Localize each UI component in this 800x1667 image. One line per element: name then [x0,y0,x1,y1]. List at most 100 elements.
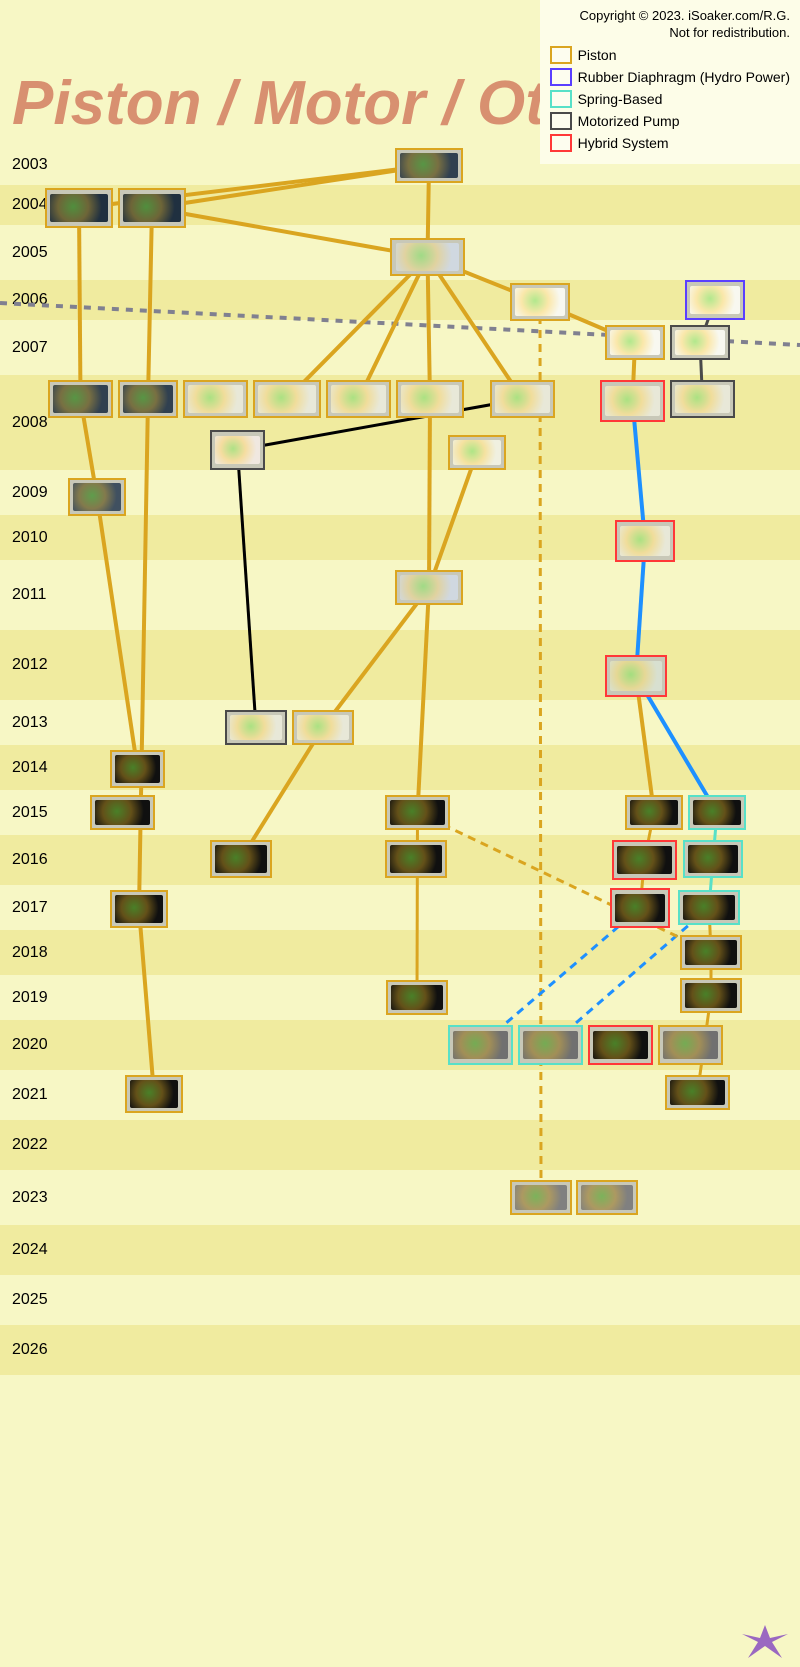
product-node[interactable] [605,655,667,697]
product-node[interactable] [292,710,354,745]
product-node[interactable] [118,380,178,418]
year-label: 2017 [12,899,48,917]
legend-label: Rubber Diaphragm (Hydro Power) [578,69,790,85]
legend-panel: Copyright © 2023. iSoaker.com/R.G. Not f… [540,0,800,164]
product-node[interactable] [615,520,675,562]
product-node[interactable] [605,325,665,360]
product-thumb [95,800,150,825]
year-label: 2011 [12,586,46,604]
product-node[interactable] [386,980,448,1015]
product-thumb [230,715,282,740]
product-thumb [73,483,122,510]
product-node[interactable] [385,840,447,878]
year-row: 2012 [0,630,800,700]
product-node[interactable] [110,890,168,928]
year-label: 2012 [12,656,48,674]
product-node[interactable] [612,840,677,880]
product-thumb [690,286,740,315]
product-node[interactable] [665,1075,730,1110]
product-thumb [215,845,267,872]
product-thumb [390,845,442,872]
product-node[interactable] [510,1180,572,1215]
product-thumb [400,575,458,600]
product-node[interactable] [110,750,165,788]
product-node[interactable] [48,380,113,418]
product-thumb [617,846,672,875]
product-node[interactable] [576,1180,638,1215]
product-thumb [396,243,460,270]
product-node[interactable] [490,380,555,418]
product-node[interactable] [685,280,745,320]
year-row: 2022 [0,1120,800,1170]
product-node[interactable] [210,430,265,470]
product-node[interactable] [670,325,730,360]
year-label: 2006 [12,291,48,309]
product-thumb [615,894,665,923]
product-node[interactable] [210,840,272,878]
legend-item: Spring-Based [550,90,790,108]
product-node[interactable] [183,380,248,418]
year-label: 2016 [12,851,48,869]
product-node[interactable] [225,710,287,745]
product-node[interactable] [518,1025,583,1065]
year-label: 2025 [12,1291,48,1309]
year-label: 2005 [12,244,48,262]
product-thumb [188,385,243,412]
product-thumb [523,1031,578,1060]
product-node[interactable] [600,380,665,422]
product-node[interactable] [326,380,391,418]
product-node[interactable] [118,188,186,228]
year-row: 2025 [0,1275,800,1325]
product-thumb [610,661,662,691]
product-node[interactable] [125,1075,183,1113]
product-node[interactable] [625,795,683,830]
product-thumb [675,330,725,355]
product-thumb [515,1185,567,1210]
copyright-line2: Not for redistribution. [669,25,790,40]
product-thumb [495,385,550,412]
product-thumb [593,1031,648,1060]
year-label: 2003 [12,156,48,174]
product-node[interactable] [448,1025,513,1065]
product-node[interactable] [670,380,735,418]
legend-swatch [550,68,572,86]
star-logo-icon [740,1620,790,1665]
year-row: 2024 [0,1225,800,1275]
legend-label: Hybrid System [578,135,669,151]
product-thumb [630,800,679,825]
year-label: 2013 [12,714,48,732]
product-node[interactable] [680,935,742,970]
product-node[interactable] [385,795,450,830]
product-node[interactable] [395,148,463,183]
product-thumb [453,1031,508,1060]
product-node[interactable] [678,890,740,925]
product-thumb [115,755,161,782]
product-node[interactable] [683,840,743,878]
product-thumb [581,1185,633,1210]
product-node[interactable] [68,478,126,516]
product-node[interactable] [610,888,670,928]
product-node[interactable] [396,380,464,418]
year-label: 2004 [12,196,48,214]
product-node[interactable] [45,188,113,228]
year-row: 2023 [0,1170,800,1225]
product-thumb [610,330,660,355]
product-node[interactable] [680,978,742,1013]
timeline-chart: 2026202520242023202220212020201920182017… [0,0,800,1667]
product-node[interactable] [90,795,155,830]
product-node[interactable] [395,570,463,605]
legend-item: Hybrid System [550,134,790,152]
year-row: 2010 [0,515,800,560]
product-node[interactable] [448,435,506,470]
product-node[interactable] [688,795,746,830]
product-thumb [130,1080,179,1107]
legend-label: Motorized Pump [578,113,680,129]
product-node[interactable] [390,238,465,276]
product-node[interactable] [658,1025,723,1065]
product-node[interactable] [510,283,570,321]
product-node[interactable] [253,380,321,418]
product-thumb [670,1080,725,1105]
product-thumb [115,895,164,922]
product-thumb [675,385,730,412]
product-node[interactable] [588,1025,653,1065]
